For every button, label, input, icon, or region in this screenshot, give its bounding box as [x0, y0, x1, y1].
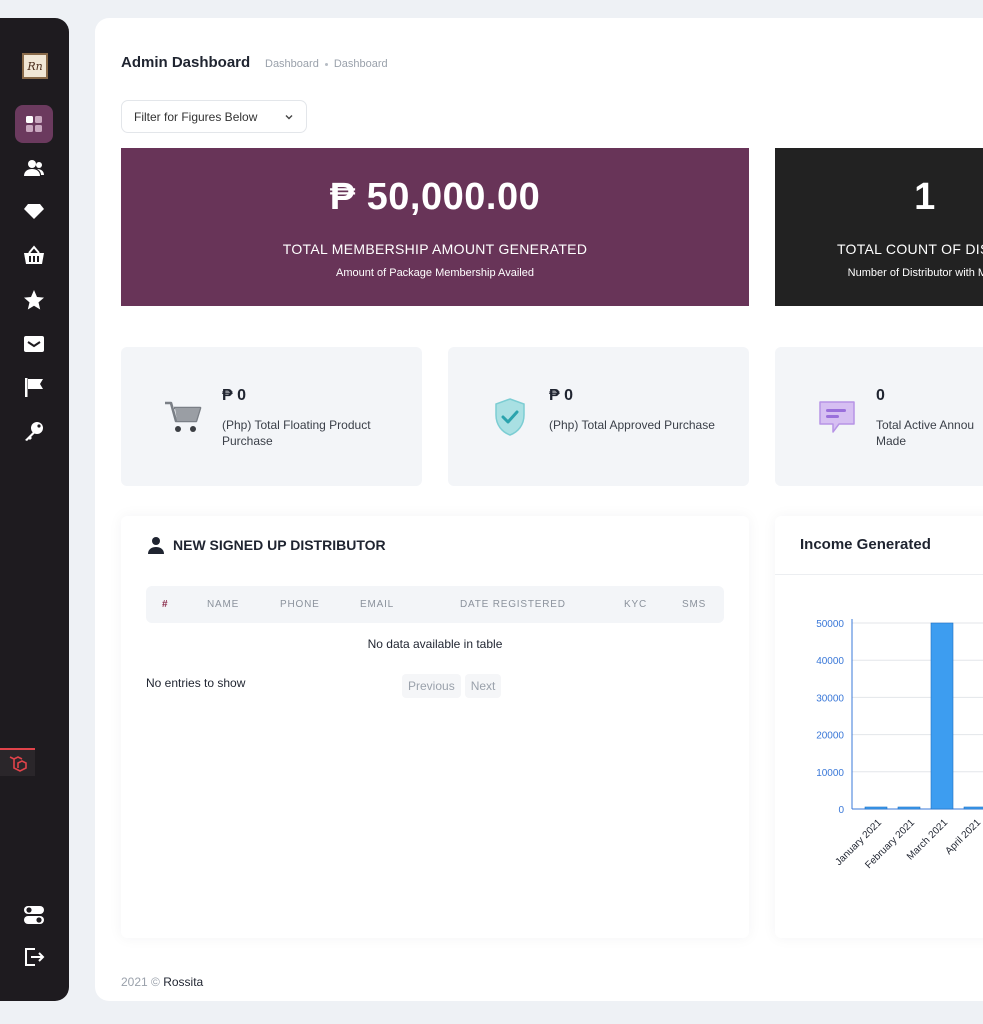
- flag-icon: [25, 378, 43, 397]
- distributor-label: TOTAL COUNT OF DISTRI: [836, 241, 983, 257]
- column-header-index[interactable]: #: [162, 599, 169, 610]
- distributor-sub: Number of Distributor with Mem: [847, 267, 983, 279]
- chart-bar[interactable]: [864, 806, 888, 810]
- announcements-desc: Total Active Annou Made: [876, 418, 975, 448]
- column-header-date-registered[interactable]: DATE REGISTERED: [460, 599, 566, 610]
- approved-purchase-card: ₱ 0 (Php) Total Approved Purchase: [448, 347, 749, 486]
- column-header-email[interactable]: EMAIL: [360, 599, 395, 610]
- chart-y-tick-label: 20000: [816, 731, 844, 742]
- distributor-count-card: 1 TOTAL COUNT OF DISTRI Number of Distri…: [775, 148, 983, 306]
- nav-users[interactable]: [15, 149, 53, 187]
- pagination-previous-button[interactable]: Previous: [402, 674, 461, 698]
- table-empty-message: No data available in table: [367, 637, 503, 651]
- chart-y-tick-label: 30000: [816, 693, 844, 704]
- column-header-name[interactable]: NAME: [207, 599, 240, 610]
- floating-purchase-value: ₱ 0: [222, 387, 247, 404]
- pagination-next-button[interactable]: Next: [464, 674, 502, 698]
- chart-bar[interactable]: [897, 806, 921, 810]
- chart-bar[interactable]: [930, 622, 954, 810]
- nav-theme-toggle[interactable]: [15, 896, 53, 934]
- breadcrumb-separator: [324, 62, 328, 66]
- nav-orders[interactable]: [15, 237, 53, 275]
- footer: 2021 © Rossita: [121, 975, 203, 989]
- chevron-down-icon: [285, 114, 293, 119]
- toggle-icon: [24, 906, 44, 924]
- announcements-card: 0 Total Active Annou Made: [775, 347, 983, 486]
- income-chart-card: Income Generated 0 10000 20000 30000 40000 50…: [775, 516, 983, 938]
- table-entries-info: No entries to show: [146, 676, 246, 690]
- nav-rewards[interactable]: [15, 281, 53, 319]
- table-title-text: NEW SIGNED UP DISTRIBUTOR: [173, 537, 386, 553]
- distributor-count: 1: [914, 176, 936, 218]
- membership-amount: ₱ 50,000.00: [329, 176, 541, 218]
- breadcrumb: Dashboard Dashboard: [265, 58, 388, 70]
- nav-logout[interactable]: [15, 938, 53, 976]
- dashboard-icon: [26, 116, 42, 132]
- chat-icon: [815, 395, 859, 439]
- pagination: Previous Next: [402, 674, 502, 698]
- nav-messages[interactable]: [15, 325, 53, 363]
- chart-divider: [775, 574, 983, 575]
- logout-icon: [25, 948, 45, 966]
- footer-brand[interactable]: Rossita: [163, 975, 204, 989]
- new-distributors-card: NEW SIGNED UP DISTRIBUTOR # NAME PHONE E…: [121, 516, 749, 938]
- table-title: NEW SIGNED UP DISTRIBUTOR: [147, 536, 386, 554]
- mail-icon: [24, 336, 44, 352]
- nav-settings[interactable]: [15, 412, 53, 450]
- star-icon: [24, 290, 44, 310]
- approved-purchase-value: ₱ 0: [549, 387, 574, 404]
- nav-products[interactable]: [15, 192, 53, 230]
- floating-purchase-card: ₱ 0 (Php) Total Floating Product Purchas…: [121, 347, 422, 486]
- brand-logo[interactable]: Rn: [22, 53, 48, 79]
- laravel-badge: [0, 748, 35, 776]
- shield-check-icon: [488, 395, 532, 439]
- chart-y-tick-label: 50000: [816, 619, 844, 630]
- membership-sub: Amount of Package Membership Availed: [336, 267, 534, 279]
- approved-purchase-desc: (Php) Total Approved Purchase: [549, 418, 715, 432]
- column-header-sms[interactable]: SMS: [682, 599, 707, 610]
- nav-reports[interactable]: [15, 368, 53, 406]
- chart-bar[interactable]: [963, 806, 983, 810]
- laravel-icon: [9, 756, 27, 772]
- chart-y-tick-label: 40000: [816, 656, 844, 667]
- cart-icon: [161, 395, 205, 439]
- users-icon: [24, 160, 44, 176]
- diamond-icon: [24, 204, 44, 219]
- chart-y-tick-label: 0: [838, 805, 844, 816]
- membership-amount-card: ₱ 50,000.00 TOTAL MEMBERSHIP AMOUNT GENE…: [121, 148, 749, 306]
- breadcrumb-item[interactable]: Dashboard: [265, 58, 319, 70]
- basket-icon: [24, 245, 44, 264]
- filter-label: Filter for Figures Below: [134, 109, 258, 124]
- membership-label: TOTAL MEMBERSHIP AMOUNT GENERATED: [282, 241, 588, 257]
- sidebar: Rn: [0, 18, 69, 1001]
- column-header-phone[interactable]: PHONE: [280, 599, 320, 610]
- figures-filter-select[interactable]: Filter for Figures Below: [121, 100, 307, 133]
- table-header-row: # NAME PHONE EMAIL DATE REGISTERED KYC S…: [146, 586, 724, 623]
- footer-year: 2021 ©: [121, 975, 160, 989]
- chart-y-tick-label: 10000: [816, 768, 844, 779]
- chart-x-tick-label: April 2021: [944, 817, 983, 857]
- nav-dashboard[interactable]: [15, 105, 53, 143]
- user-icon: [148, 537, 164, 554]
- page-title: Admin Dashboard: [121, 54, 251, 71]
- column-header-kyc[interactable]: KYC: [624, 599, 647, 610]
- chart-title: Income Generated: [800, 536, 931, 553]
- key-icon: [25, 422, 43, 441]
- floating-purchase-desc: (Php) Total Floating Product Purchase: [222, 418, 371, 448]
- breadcrumb-item-current: Dashboard: [333, 58, 388, 70]
- main-content: Admin Dashboard Dashboard Dashboard Filt…: [95, 18, 983, 1001]
- announcements-value: 0: [876, 387, 885, 404]
